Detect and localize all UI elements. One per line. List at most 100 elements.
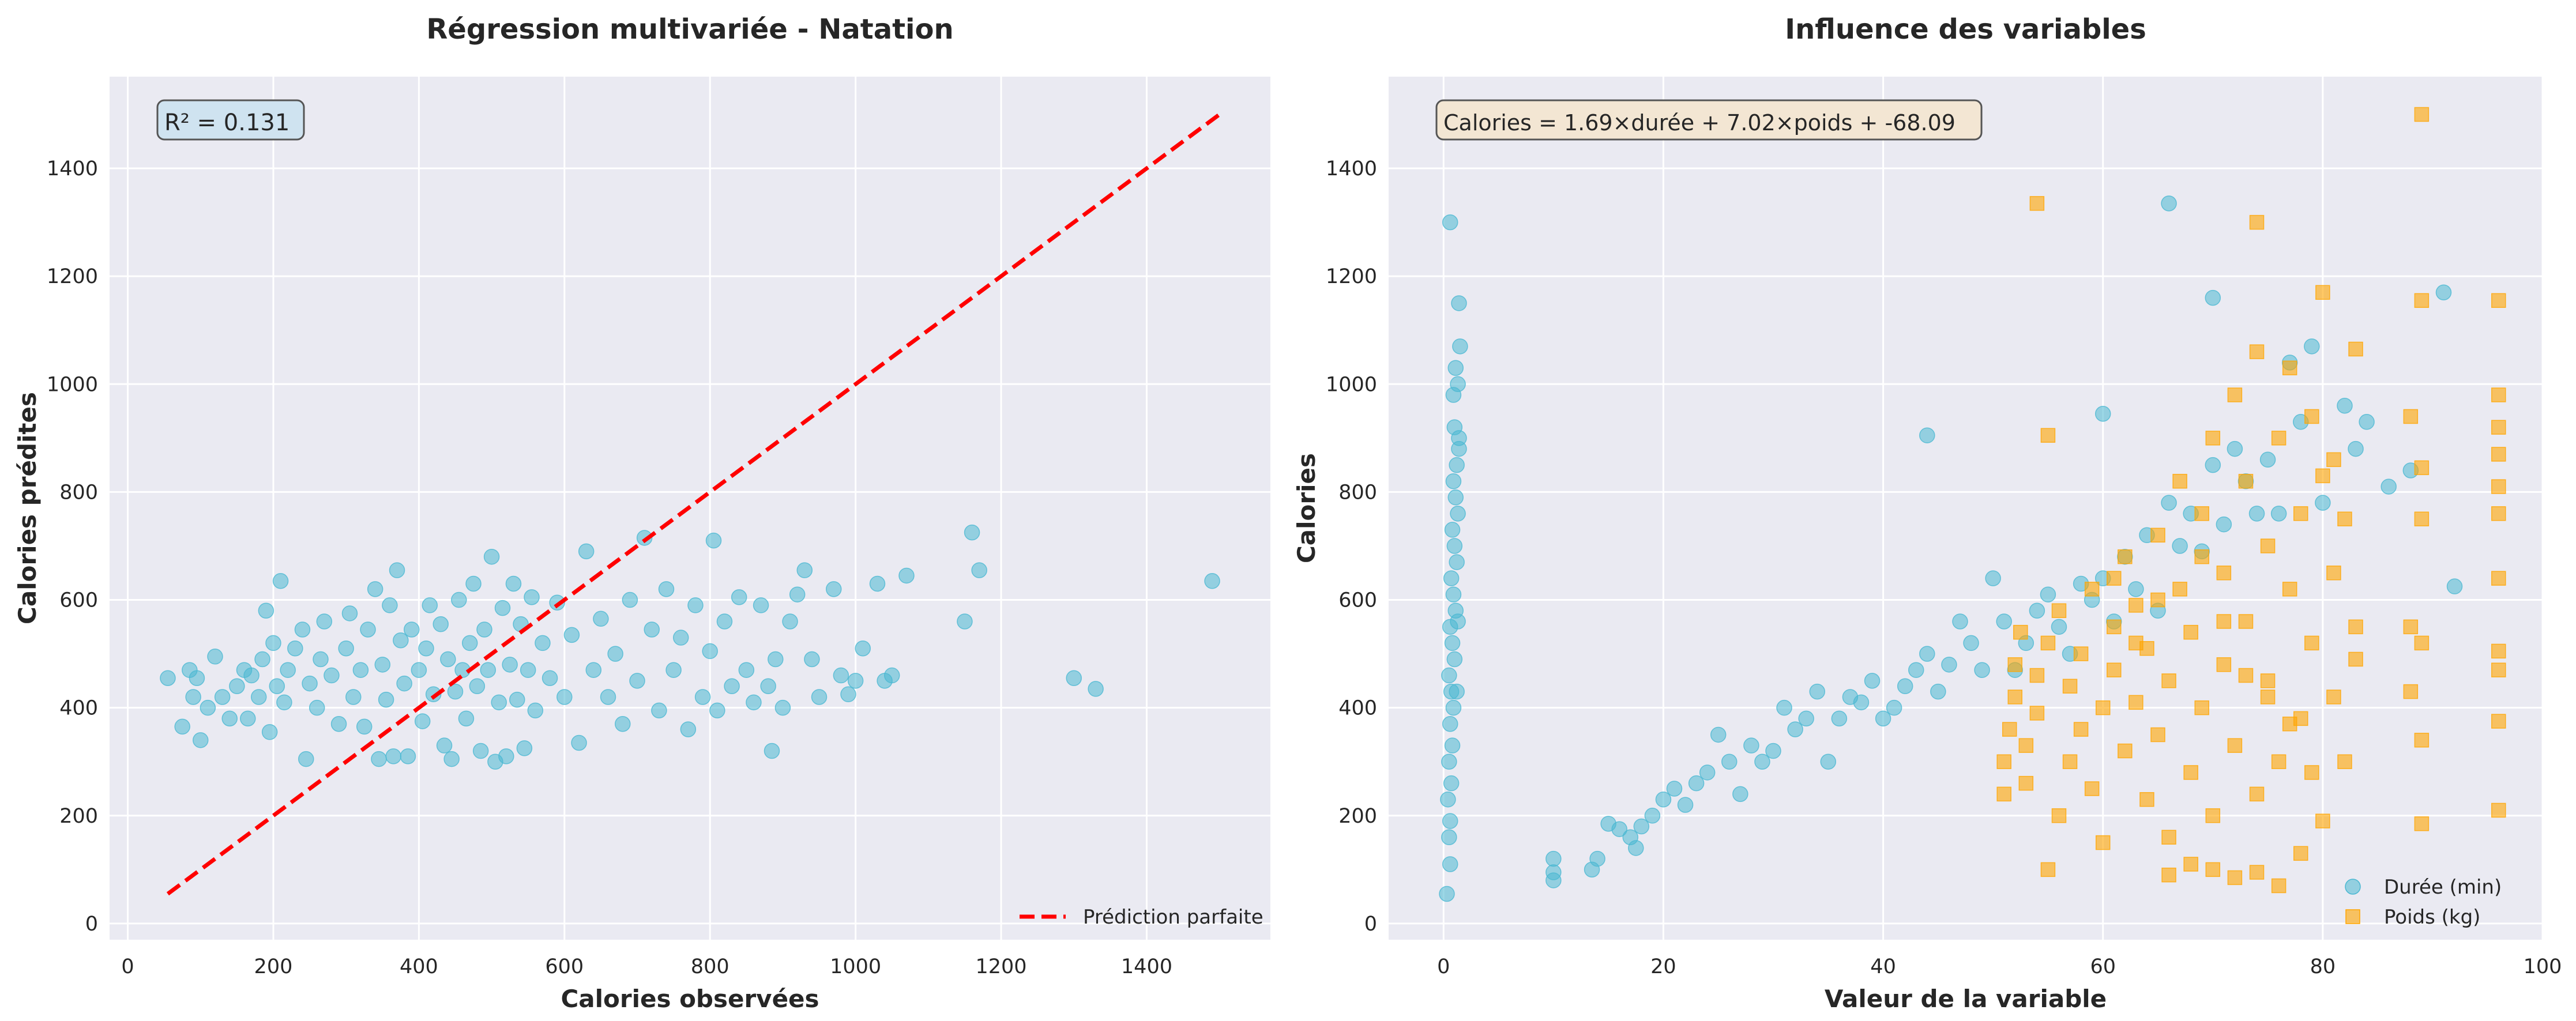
data-point [1996,754,2011,769]
data-point [2414,816,2430,831]
annotation-background [156,99,305,141]
data-point [1875,710,1891,727]
data-point [2259,451,2276,468]
data-point [2040,862,2056,877]
data-point [2238,668,2254,683]
data-point [1666,781,1683,797]
data-point [1787,721,1803,737]
data-point [2107,571,2122,586]
data-point [1440,791,1456,808]
x-tick-label: 80 [2310,955,2336,978]
data-point [2150,592,2165,608]
data-point [2403,409,2419,424]
data-point [1853,694,1870,711]
data-point [764,743,780,759]
data-point [243,667,260,684]
data-point [665,662,682,678]
data-point [2183,624,2198,640]
data-point [330,716,347,732]
data-point [694,689,711,705]
data-point [483,548,500,565]
data-point [869,575,886,592]
data-point [1450,376,1466,393]
data-point [207,649,223,665]
data-point [2491,662,2506,677]
data-point [294,621,311,638]
data-point [2205,431,2221,446]
data-point [1442,813,1458,829]
data-point [709,702,725,719]
data-point [2029,668,2045,683]
data-point [1732,786,1748,803]
data-point [2359,414,2375,430]
data-point [2084,582,2100,597]
data-point [2205,289,2221,306]
data-point [644,621,660,638]
data-point [1441,829,1457,845]
data-point [651,702,667,719]
data-point [371,751,387,767]
data-point [2435,284,2452,300]
data-point [313,651,329,668]
data-point [2007,690,2023,704]
data-point [2194,549,2209,564]
data-point [1445,473,1462,489]
y-tick-label: 1400 [47,157,98,180]
data-point [414,713,431,729]
data-point [2304,765,2319,780]
data-point [702,643,718,660]
data-point [541,670,558,686]
data-point [393,632,409,649]
data-point [160,670,176,686]
data-point [2161,830,2176,845]
data-point [2040,428,2056,443]
data-point [2260,538,2276,553]
data-point [2129,598,2143,613]
data-point [705,532,722,549]
data-point [1611,821,1627,837]
legend: Prédiction parfaite [1020,906,1263,929]
data-point [418,641,434,657]
data-point [1809,683,1825,700]
data-point [240,710,256,727]
panel-2: 0 20 40 60 80 1000200400600800100012001400Inf… [1292,13,2562,1013]
data-point [2491,387,2506,402]
data-point [2491,479,2506,494]
data-point [2062,754,2078,769]
data-point [480,662,497,678]
data-point [2315,813,2330,828]
data-point [451,591,467,608]
data-point [520,662,536,678]
data-point [1452,338,1468,355]
y-tick-label: 800 [1338,481,1377,504]
data-point [2194,506,2209,521]
data-point [1754,753,1770,770]
data-point [2337,754,2352,769]
data-point [389,562,405,578]
data-point [1445,699,1462,716]
data-point [2304,635,2319,651]
y-tick-label: 1000 [47,373,98,396]
data-point [2446,578,2463,594]
x-tick-label: 0 [121,955,134,978]
data-point [1443,570,1460,586]
data-point [1699,764,1716,781]
data-point [1996,613,2012,630]
data-point [571,734,587,751]
data-point [2491,643,2506,659]
data-point [1677,797,1694,813]
data-point [411,662,427,678]
data-point [2205,808,2221,823]
data-point [1776,699,1792,716]
data-point [1963,635,1979,651]
data-point [2095,835,2111,850]
data-point [600,689,616,705]
tick-labels: 0 200 400 600 800 1000 1200 1400 0 200 400 600 800 10… [47,157,1172,978]
annotation-background [1435,99,1983,141]
data-point [2248,506,2265,522]
data-point [1886,699,1902,716]
y-tick-label: 400 [59,697,98,720]
data-point [385,748,401,764]
data-point [502,657,518,673]
data-point [826,581,842,597]
